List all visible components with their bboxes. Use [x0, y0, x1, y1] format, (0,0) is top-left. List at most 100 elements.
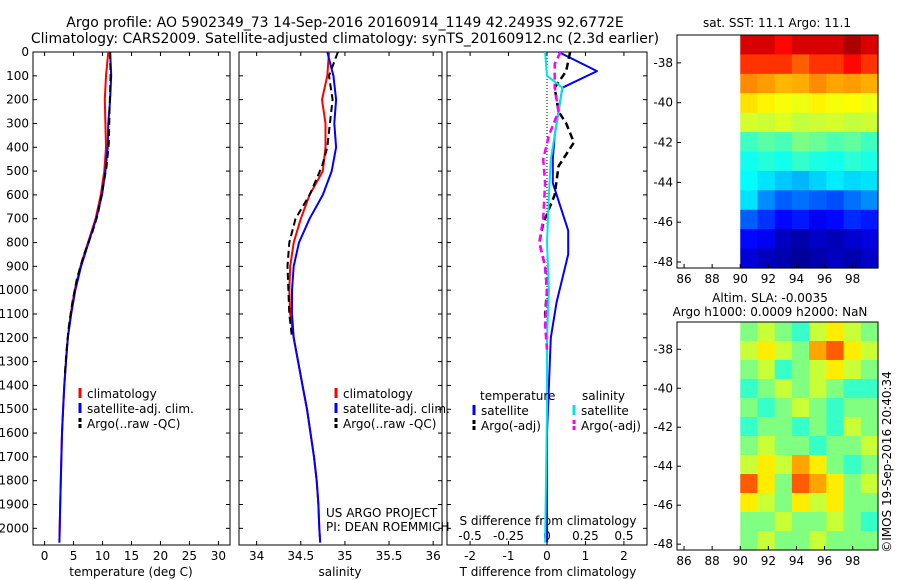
sst_map-cell: [860, 35, 879, 56]
sla_map-cell: [757, 455, 776, 475]
sst_map-cell: [809, 190, 827, 211]
sla_map-cell: [740, 322, 759, 342]
sst_map-cell: [774, 209, 793, 230]
difference-legend-heading: salinity: [582, 389, 625, 403]
depth-tick-label: 1100: [0, 307, 29, 321]
sla_map-cell: [740, 417, 759, 437]
difference-legend-label: Argo(-adj): [581, 419, 641, 433]
s-difference-tick-label: 0.25: [572, 529, 599, 543]
salinity-xtick-label: 36: [426, 549, 441, 563]
depth-tick-label: 1500: [0, 402, 29, 416]
sst_map-cell: [826, 190, 845, 211]
credit-line1: US ARGO PROJECT: [326, 506, 438, 520]
sla_map-cell: [860, 531, 879, 551]
salinity-legend-label: satellite-adj. clim.: [343, 402, 450, 416]
imos-timestamp: ©IMOS 19-Sep-2016 20:40:34: [880, 371, 894, 553]
sst_map-cell: [774, 190, 793, 211]
temperature-xtick-label: 20: [153, 549, 168, 563]
salinity-xtick-label: 35.5: [376, 549, 403, 563]
sla_map-cell: [860, 512, 879, 532]
temperature-xtick-label: 25: [182, 549, 197, 563]
difference-xtick-label: 1: [582, 549, 590, 563]
sst_map-frame: [676, 34, 879, 269]
sla_map-cell: [757, 474, 776, 494]
sst_map-cell: [826, 93, 845, 114]
sla_map-xtick-label: 90: [733, 554, 748, 568]
sst_map-cell: [791, 229, 810, 250]
sla_map-ytick-label: -46: [653, 498, 673, 512]
depth-tick-label: 400: [6, 140, 29, 154]
sla_map-cell: [740, 474, 759, 494]
temperature-series-satellite-adj-clim: [58, 52, 113, 543]
sst_map-cell: [774, 170, 793, 191]
sst_map-cell: [757, 35, 776, 56]
sst_map-cell: [843, 151, 862, 172]
sst_map-ytick-label: -38: [653, 56, 673, 70]
sla_map-cell: [774, 379, 793, 399]
depth-tick-label: 2000: [0, 521, 29, 535]
sla_map-xtick-label: 86: [676, 554, 691, 568]
sst_map-cell: [774, 229, 793, 250]
temperature-xtick-label: 30: [211, 549, 226, 563]
temperature-axes-frame: [32, 51, 231, 546]
sst_map-cell: [809, 229, 827, 250]
sst_map-cell: [843, 170, 862, 191]
salinity-series-climatology: [288, 52, 330, 543]
sst_map-cell: [826, 170, 845, 191]
sla_map-cell: [791, 512, 810, 532]
sla_map-ytick-label: -48: [653, 537, 673, 551]
sst_map-cell: [774, 93, 793, 114]
sla_map-cell: [740, 531, 759, 551]
sst_map-ytick-label: -46: [653, 215, 673, 229]
salinity-series-satellite-adj-clim: [291, 52, 338, 543]
sst_map-xtick-label: 92: [761, 272, 776, 286]
sst_map-cell: [843, 132, 862, 153]
sst-map-panel: sat. SST: 11.1 Argo: 11.1 86 88 90 92 94 96 98…: [653, 16, 879, 286]
sst_map-cell: [809, 151, 827, 172]
sla_map-cell: [809, 474, 827, 494]
sla_map-cell: [809, 531, 827, 551]
sla_map-xtick-label: 98: [845, 554, 860, 568]
sst_map-cell: [826, 209, 845, 230]
sla_map-cell: [740, 493, 759, 513]
sla_map-cell: [860, 398, 879, 418]
depth-tick-label: 500: [6, 164, 29, 178]
depth-tick-label: 300: [6, 116, 29, 130]
sst_map-cell: [757, 151, 776, 172]
sla_map-cell: [757, 512, 776, 532]
sla_map-cell: [791, 436, 810, 456]
sla_map-cell: [843, 455, 862, 475]
sst_map-cell: [740, 190, 759, 211]
sst_map-cell: [809, 73, 827, 94]
sst_map-cell: [826, 54, 845, 75]
sst_map-cell: [809, 132, 827, 153]
sst_map-cell: [791, 190, 810, 211]
depth-tick-label: 1700: [0, 450, 29, 464]
salinity-xtick-label: 35: [337, 549, 352, 563]
sst_map-cell: [740, 229, 759, 250]
sst_map-cell: [809, 209, 827, 230]
sst_map-cell: [826, 35, 845, 56]
sst_map-xtick-label: 94: [789, 272, 804, 286]
sst_map-cell: [843, 229, 862, 250]
credit-line2: PI: DEAN ROEMMICH: [326, 520, 449, 534]
sst_map-cell: [757, 54, 776, 75]
depth-tick-label: 0: [21, 45, 29, 59]
sst_map-cell: [757, 132, 776, 153]
sst_map-xtick-label: 86: [676, 272, 691, 286]
sst_map-cell: [757, 190, 776, 211]
sla_map-cell: [860, 493, 879, 513]
sst_map-cell: [757, 73, 776, 94]
sst_map-cell: [757, 209, 776, 230]
sst_map-cell: [757, 112, 776, 133]
sst_map-cell: [774, 35, 793, 56]
sla_map-xtick-label: 94: [789, 554, 804, 568]
sst_map-cell: [740, 93, 759, 114]
sla_map-cell: [826, 341, 845, 361]
sst_map-cell: [843, 54, 862, 75]
salinity-series-argo-raw-qc: [286, 52, 339, 338]
sla_map-cell: [740, 379, 759, 399]
sst_map-ytick-label: -44: [653, 175, 673, 189]
sla_map-cell: [809, 322, 827, 342]
sla_map-cell: [757, 436, 776, 456]
